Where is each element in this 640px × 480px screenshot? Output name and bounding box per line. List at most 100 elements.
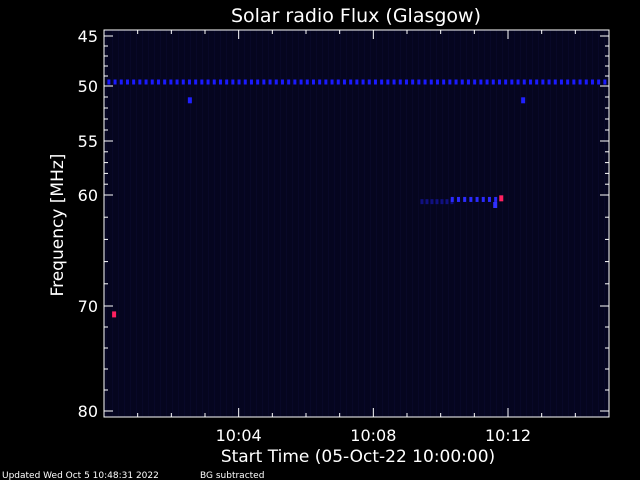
heatmap-column <box>556 30 557 417</box>
band-point <box>420 199 424 205</box>
band-point <box>435 79 439 85</box>
footer-updated: Updated Wed Oct 5 10:48:31 2022 <box>2 471 159 480</box>
band-point <box>469 196 473 202</box>
heatmap-column <box>106 30 107 417</box>
y-tick-label: 60 <box>78 186 98 205</box>
band-point <box>430 199 434 205</box>
band-point <box>440 199 444 205</box>
emission-point <box>521 97 526 104</box>
heatmap-column <box>340 30 341 417</box>
heatmap-column <box>550 30 551 417</box>
band-point <box>194 79 198 85</box>
heatmap-column <box>442 30 443 417</box>
heatmap-column <box>532 30 533 417</box>
band-point <box>225 79 229 85</box>
heatmap-column <box>232 30 233 417</box>
band-point <box>481 196 485 202</box>
band-point <box>386 79 390 85</box>
heatmap-column <box>250 30 251 417</box>
heatmap-column <box>430 30 431 417</box>
band-point <box>463 196 467 202</box>
heatmap-column <box>580 30 581 417</box>
band-point <box>150 79 154 85</box>
heatmap-column <box>586 30 587 417</box>
heatmap-column <box>352 30 353 417</box>
band-point <box>144 79 148 85</box>
band-point <box>450 196 454 202</box>
band-point <box>280 79 284 85</box>
heatmap-column <box>484 30 485 417</box>
heatmap-column <box>538 30 539 417</box>
heatmap-column <box>322 30 323 417</box>
band-point <box>318 79 322 85</box>
band-point <box>487 196 491 202</box>
band-point <box>535 79 539 85</box>
plot-area <box>104 30 609 417</box>
band-point <box>566 79 570 85</box>
x-tick-label: 10:08 <box>350 426 396 445</box>
band-point <box>392 79 396 85</box>
heatmap-column <box>406 30 407 417</box>
heatmap-column <box>412 30 413 417</box>
band-point <box>324 79 328 85</box>
heatmap-column <box>436 30 437 417</box>
heatmap-column <box>514 30 515 417</box>
heatmap-column <box>124 30 125 417</box>
band-point <box>456 196 460 202</box>
heatmap-column <box>190 30 191 417</box>
plot-frame <box>103 29 610 418</box>
y-tick-label: 70 <box>78 297 98 316</box>
footer-bg-note: BG subtracted <box>200 471 264 480</box>
band-point <box>268 79 272 85</box>
heatmap-column <box>346 30 347 417</box>
band-point <box>417 79 421 85</box>
heatmap-column <box>286 30 287 417</box>
band-point <box>156 79 160 85</box>
x-axis-label: Start Time (05-Oct-22 10:00:00) <box>221 447 495 467</box>
band-point <box>237 79 241 85</box>
band-point <box>113 79 117 85</box>
heatmap-column <box>400 30 401 417</box>
heatmap-column <box>454 30 455 417</box>
band-point <box>299 79 303 85</box>
band-point <box>243 79 247 85</box>
heatmap-column <box>184 30 185 417</box>
heatmap-column <box>382 30 383 417</box>
emission-point <box>187 97 192 104</box>
band-point <box>218 79 222 85</box>
heatmap-column <box>214 30 215 417</box>
band-point <box>138 79 142 85</box>
emission-features <box>107 79 607 318</box>
heatmap-column <box>424 30 425 417</box>
heatmap-column <box>238 30 239 417</box>
band-point <box>504 79 508 85</box>
band-point <box>411 79 415 85</box>
y-tick-label: 55 <box>78 132 98 151</box>
heatmap-column <box>496 30 497 417</box>
band-point <box>435 199 439 205</box>
band-point <box>287 79 291 85</box>
heatmap-column <box>478 30 479 417</box>
heatmap-column <box>154 30 155 417</box>
heatmap-column <box>316 30 317 417</box>
band-point <box>494 196 498 202</box>
heatmap-column <box>112 30 113 417</box>
band-point <box>485 79 489 85</box>
heatmap-column <box>142 30 143 417</box>
band-point <box>547 79 551 85</box>
band-point <box>559 79 563 85</box>
heatmap-column <box>202 30 203 417</box>
heatmap-column <box>544 30 545 417</box>
heatmap-column <box>592 30 593 417</box>
band-point <box>119 79 123 85</box>
heatmap-column <box>256 30 257 417</box>
heatmap-column <box>328 30 329 417</box>
heatmap-column <box>208 30 209 417</box>
band-point <box>423 79 427 85</box>
band-point <box>187 79 191 85</box>
band-point <box>342 79 346 85</box>
heatmap-column <box>472 30 473 417</box>
band-point <box>373 79 377 85</box>
band-point <box>132 79 136 85</box>
